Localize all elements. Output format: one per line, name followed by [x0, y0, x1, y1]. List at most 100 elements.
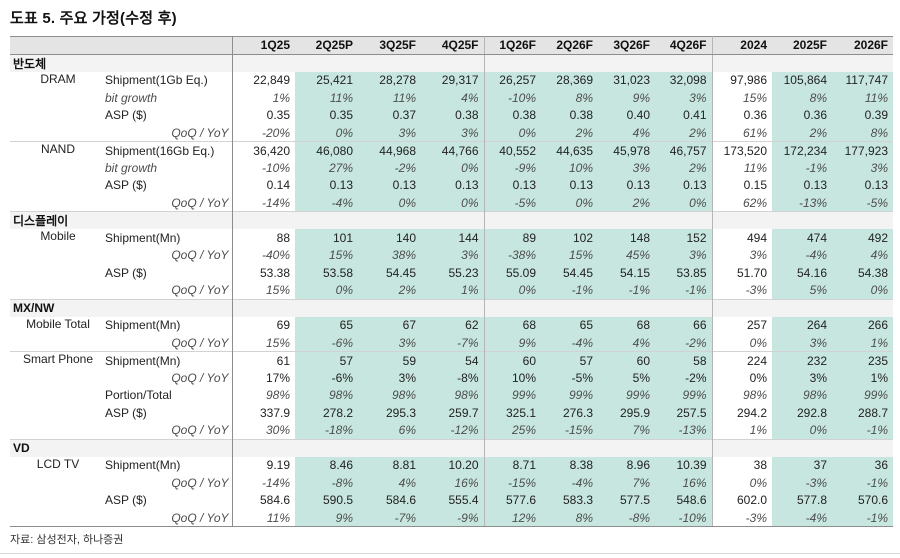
data-cell: 577.8	[772, 491, 832, 509]
section-filler-cell	[598, 298, 655, 317]
data-cell: 0%	[484, 124, 541, 142]
data-cell: 3%	[421, 246, 485, 264]
row-label: bit growth	[10, 89, 233, 107]
data-cell: 9%	[484, 334, 541, 352]
row-label: NAND Shipment(16Gb Eq.)	[10, 141, 233, 159]
data-cell: 67	[358, 316, 421, 334]
section-filler-cell	[772, 54, 832, 72]
data-cell: 15%	[541, 246, 598, 264]
data-cell: 62	[421, 316, 485, 334]
data-cell: 54.38	[832, 264, 893, 282]
data-cell: 0%	[358, 194, 421, 212]
data-cell: -15%	[484, 474, 541, 492]
data-cell: 3%	[655, 89, 713, 107]
metric-label: Shipment(Mn)	[105, 458, 181, 473]
data-cell: 2%	[598, 194, 655, 212]
table-row: QoQ / YoY -14% -4% 0% 0% -5% 0% 2% 0% 62% -13% -5%	[10, 194, 893, 212]
section-label: VD	[10, 438, 233, 457]
metric-label: Shipment(Mn)	[105, 230, 181, 245]
data-cell: 0.38	[421, 106, 485, 124]
data-cell: 61%	[742, 125, 767, 140]
section-filler-cell	[655, 298, 713, 317]
data-cell: 288.7	[832, 404, 893, 422]
data-cell: 0%	[772, 421, 832, 439]
data-cell: 68	[484, 316, 541, 334]
section-filler-cell	[832, 54, 893, 72]
data-cell: 9.19	[266, 458, 290, 473]
data-cell: 10%	[541, 159, 598, 177]
data-cell: 3%	[598, 159, 655, 177]
data-cell: 2%	[358, 281, 421, 299]
metric-label: ASP ($)	[105, 178, 147, 193]
data-cell: -1%	[541, 281, 598, 299]
table-row: QoQ / YoY 15% 0% 2% 1% 0% -1% -1% -1% -3% 5% 0%	[10, 281, 893, 299]
data-cell: -7%	[358, 509, 421, 527]
data-cell: 173,520	[712, 141, 772, 159]
row-label: ASP ($)	[10, 176, 233, 194]
data-cell: 68	[598, 316, 655, 334]
data-cell: -12%	[421, 421, 485, 439]
data-cell: 38%	[358, 246, 421, 264]
section-filler-cell	[232, 211, 295, 229]
data-cell: 7%	[598, 421, 655, 439]
col-header: 2Q25P	[295, 36, 358, 55]
data-cell: 602.0	[736, 493, 767, 508]
data-cell: 44,968	[358, 141, 421, 159]
data-cell: -8%	[598, 509, 655, 527]
data-cell: 0.13	[484, 176, 541, 194]
data-cell: 66	[655, 316, 713, 334]
row-label: QoQ / YoY	[10, 124, 233, 142]
data-cell: 3%	[421, 124, 485, 142]
data-cell: 22,849	[253, 73, 290, 88]
table-row: QoQ / YoY 15% -6% 3% -7% 9% -4% 4% -2% 0% 3% 1%	[10, 334, 893, 352]
data-cell: 0.13	[832, 176, 893, 194]
table-row: bit growth -10% 27% -2% 0% -9% 10% 3% 2% 11% -1% 3%	[10, 159, 893, 177]
data-cell: 232	[772, 351, 832, 369]
data-cell: 0.36	[772, 106, 832, 124]
data-cell: -14%	[261, 475, 290, 490]
data-cell: 325.1	[484, 404, 541, 422]
section-filler-cell	[541, 211, 598, 229]
section-filler-cell	[772, 211, 832, 229]
row-label: ASP ($)	[10, 491, 233, 509]
data-cell: 0.13	[598, 176, 655, 194]
data-cell: 89	[484, 229, 541, 247]
data-cell: 2%	[772, 124, 832, 142]
table-row: ASP ($) 0.35 0.35 0.37 0.38 0.38 0.38 0.40 0.41 0…	[10, 106, 893, 124]
data-cell: 0%	[749, 335, 767, 350]
metric-label: QoQ / YoY	[171, 248, 229, 263]
section-filler-cell	[295, 211, 358, 229]
data-cell: 0%	[421, 194, 485, 212]
section-filler-cell	[712, 298, 772, 317]
section-row-semiconductor: 반도체	[10, 54, 893, 72]
data-cell: 0%	[484, 281, 541, 299]
data-cell: -10%	[484, 89, 541, 107]
data-cell: -2%	[655, 334, 713, 352]
section-filler-cell	[655, 54, 713, 72]
section-filler-cell	[832, 211, 893, 229]
corner-header	[10, 36, 233, 55]
data-cell: -9%	[421, 509, 485, 527]
data-cell: 17%	[265, 370, 290, 385]
section-filler-cell	[655, 211, 713, 229]
data-cell: 10.39	[655, 456, 713, 474]
table-row: ASP ($) 337.9 278.2 295.3 259.7 325.1 276.3 295…	[10, 404, 893, 422]
table-row: QoQ / YoY 17% -6% 3% -8% 10% -5% 5% -2% 0% 3% 1%	[10, 369, 893, 387]
data-cell: -4%	[772, 246, 832, 264]
section-filler-cell	[358, 438, 421, 457]
data-cell: -3%	[745, 283, 767, 297]
data-cell: 58	[655, 351, 713, 369]
table-row: Smart Phone Shipment(Mn) 61 57 59 54 60 57 60 58 2…	[10, 351, 893, 369]
item-name-smart-phone: Smart Phone	[22, 352, 94, 366]
data-cell: 7%	[598, 474, 655, 492]
data-cell: 26,257	[484, 71, 541, 89]
section-row-mx-nw: MX/NW	[10, 298, 893, 317]
data-cell: -10%	[655, 509, 713, 527]
data-cell: 54	[421, 351, 485, 369]
data-cell: 4%	[358, 474, 421, 492]
item-name-lcd-tv: LCD TV	[36, 456, 80, 471]
data-cell: 69	[276, 318, 290, 333]
data-cell: 51.70	[736, 265, 767, 280]
data-cell: 0%	[749, 475, 767, 490]
data-cell: 577.6	[484, 491, 541, 509]
